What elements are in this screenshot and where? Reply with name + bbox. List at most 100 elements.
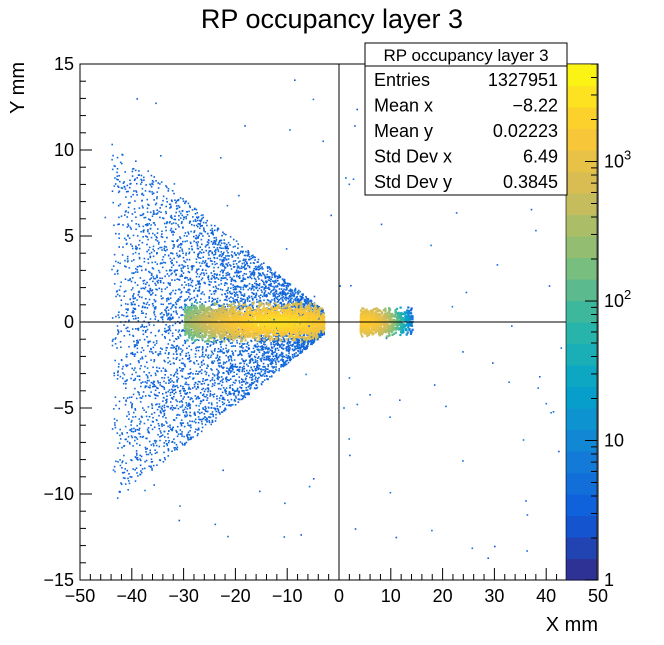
heatmap-cell bbox=[256, 365, 258, 367]
heatmap-cell bbox=[145, 283, 147, 285]
heatmap-cell bbox=[263, 292, 265, 295]
heatmap-cell bbox=[118, 442, 121, 444]
heatmap-cell bbox=[136, 472, 138, 474]
heatmap-cell bbox=[132, 234, 135, 237]
heatmap-cell bbox=[148, 372, 151, 374]
heatmap-cell bbox=[203, 382, 206, 385]
heatmap-cell bbox=[224, 245, 227, 248]
heatmap-cell bbox=[155, 180, 157, 182]
heatmap-cell bbox=[257, 377, 259, 380]
heatmap-cell bbox=[248, 265, 251, 268]
heatmap-cell bbox=[243, 373, 246, 376]
heatmap-cell bbox=[240, 398, 243, 401]
heatmap-cell bbox=[167, 376, 170, 379]
heatmap-cell bbox=[161, 236, 164, 238]
heatmap-cell bbox=[274, 347, 277, 350]
heatmap-cell bbox=[127, 223, 129, 225]
heatmap-cell bbox=[175, 444, 178, 446]
heatmap-cell bbox=[277, 349, 280, 351]
heatmap-cell bbox=[141, 325, 143, 328]
heatmap-cell bbox=[306, 303, 309, 305]
heatmap-cell bbox=[182, 267, 184, 269]
heatmap-cell bbox=[180, 212, 182, 215]
heatmap-cell bbox=[140, 214, 143, 217]
heatmap-cell bbox=[273, 282, 276, 285]
heatmap-cell bbox=[167, 313, 170, 316]
heatmap-cell bbox=[183, 339, 186, 342]
heatmap-cell bbox=[311, 303, 314, 306]
heatmap-cell bbox=[121, 162, 123, 165]
heatmap-cell bbox=[267, 270, 269, 272]
heatmap-cell bbox=[154, 394, 157, 396]
heatmap-cell bbox=[219, 388, 222, 390]
heatmap-cell bbox=[157, 319, 160, 322]
heatmap-cell bbox=[222, 352, 224, 354]
heatmap-cell bbox=[171, 252, 174, 255]
heatmap-cell bbox=[252, 347, 255, 350]
heatmap-cell bbox=[233, 365, 235, 368]
heatmap-cell bbox=[262, 353, 264, 355]
heatmap-cell bbox=[225, 331, 228, 334]
heatmap-cell bbox=[270, 370, 273, 372]
heatmap-cell bbox=[203, 229, 205, 231]
heatmap-cell bbox=[191, 342, 194, 345]
heatmap-cell bbox=[321, 334, 324, 337]
heatmap-cell bbox=[263, 375, 266, 377]
heatmap-cell bbox=[235, 254, 238, 256]
heatmap-cell bbox=[166, 286, 168, 289]
heatmap-cell bbox=[251, 285, 253, 288]
heatmap-cell bbox=[211, 360, 213, 363]
heatmap-cell bbox=[126, 432, 128, 434]
heatmap-cell bbox=[114, 359, 116, 362]
heatmap-cell bbox=[298, 299, 300, 301]
heatmap-cell bbox=[182, 368, 185, 370]
heatmap-cell bbox=[260, 335, 262, 337]
heatmap-cell bbox=[151, 469, 153, 471]
heatmap-cell bbox=[132, 297, 135, 300]
heatmap-cell bbox=[222, 272, 224, 274]
heatmap-cell bbox=[217, 278, 220, 280]
heatmap-cell bbox=[139, 459, 142, 462]
heatmap-cell bbox=[267, 378, 269, 380]
heatmap-cell bbox=[228, 379, 230, 382]
heatmap-cell bbox=[241, 358, 243, 360]
heatmap-cell bbox=[114, 396, 117, 398]
heatmap-cell bbox=[188, 258, 191, 261]
heatmap-cell bbox=[160, 435, 163, 437]
heatmap-cell bbox=[217, 243, 220, 246]
heatmap-cell bbox=[288, 333, 291, 335]
heatmap-cell bbox=[176, 446, 179, 448]
heatmap-cell bbox=[136, 428, 139, 431]
heatmap-cell bbox=[253, 365, 256, 368]
heatmap-cell bbox=[283, 364, 286, 367]
heatmap-cell bbox=[262, 381, 264, 383]
heatmap-cell bbox=[311, 339, 313, 341]
heatmap-cell bbox=[169, 339, 171, 341]
heatmap-cell bbox=[187, 351, 190, 354]
heatmap-cell bbox=[122, 314, 125, 317]
heatmap-cell bbox=[297, 341, 300, 344]
heatmap-cell bbox=[154, 308, 156, 310]
heatmap-cell bbox=[184, 342, 186, 345]
heatmap-cell bbox=[296, 291, 299, 293]
heatmap-cell bbox=[206, 343, 208, 345]
heatmap-cell bbox=[117, 333, 119, 335]
heatmap-cell bbox=[319, 336, 322, 338]
heatmap-cell bbox=[119, 434, 121, 437]
heatmap-cell bbox=[228, 401, 230, 403]
heatmap-cell bbox=[190, 304, 193, 307]
heatmap-cell bbox=[264, 340, 266, 343]
heatmap-cell bbox=[194, 418, 197, 421]
heatmap-cell bbox=[136, 194, 138, 196]
heatmap-cell bbox=[262, 373, 264, 376]
heatmap-cell bbox=[220, 394, 222, 397]
heatmap-cell bbox=[221, 234, 223, 237]
heatmap-cell bbox=[128, 345, 130, 348]
heatmap-cell bbox=[275, 289, 277, 291]
heatmap-cell bbox=[132, 430, 135, 433]
heatmap-cell bbox=[215, 410, 218, 413]
heatmap-cell bbox=[149, 350, 151, 353]
heatmap-cell bbox=[151, 215, 154, 218]
heatmap-cell bbox=[131, 405, 133, 408]
heatmap-cell bbox=[213, 261, 216, 263]
